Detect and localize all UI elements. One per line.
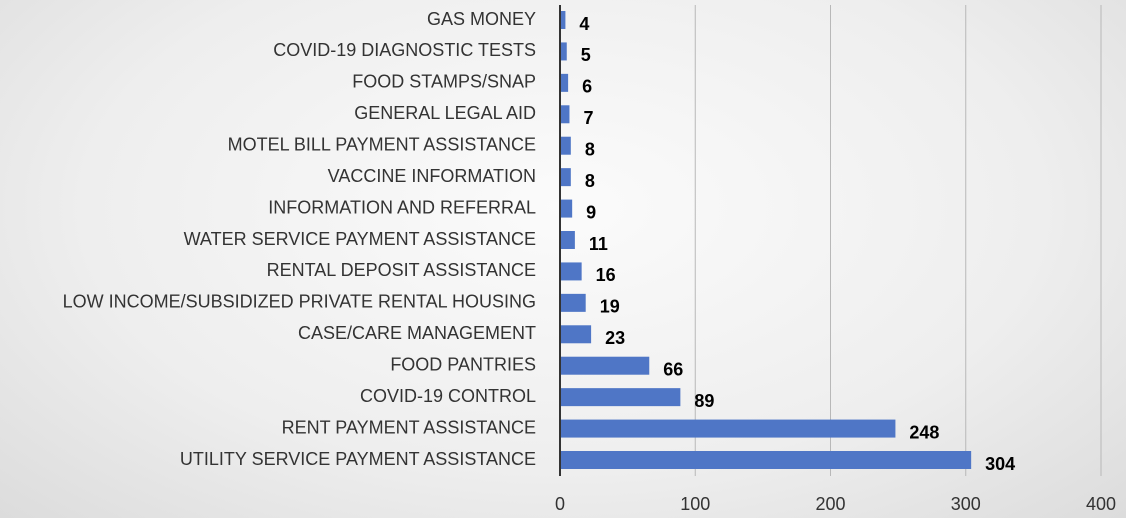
data-label: 8 xyxy=(585,139,595,159)
y-tick-label: CASE/CARE MANAGEMENT xyxy=(298,323,536,343)
y-tick-label: VACCINE INFORMATION xyxy=(328,166,536,186)
y-tick-label: WATER SERVICE PAYMENT ASSISTANCE xyxy=(184,229,536,249)
bar xyxy=(560,199,573,218)
data-label: 5 xyxy=(581,45,591,65)
bar xyxy=(560,293,586,312)
data-label: 16 xyxy=(596,265,616,285)
data-label: 6 xyxy=(582,77,592,97)
bar xyxy=(560,451,972,469)
data-label: 304 xyxy=(985,454,1015,474)
data-label: 8 xyxy=(585,171,595,191)
y-tick-label: UTILITY SERVICE PAYMENT ASSISTANCE xyxy=(180,449,536,469)
bar xyxy=(560,136,571,155)
bar xyxy=(560,419,896,438)
bar xyxy=(560,168,571,187)
data-label: 9 xyxy=(586,202,596,222)
y-tick-label: GENERAL LEGAL AID xyxy=(354,103,536,123)
data-label: 4 xyxy=(579,14,589,34)
y-tick-label: MOTEL BILL PAYMENT ASSISTANCE xyxy=(228,134,536,154)
y-tick-label: GAS MONEY xyxy=(427,9,536,29)
y-tick-label: LOW INCOME/SUBSIDIZED PRIVATE RENTAL HOU… xyxy=(63,292,536,312)
y-tick-label: RENT PAYMENT ASSISTANCE xyxy=(282,417,536,437)
bar xyxy=(560,262,582,281)
y-tick-label: FOOD PANTRIES xyxy=(390,354,536,374)
bar xyxy=(560,388,681,407)
x-tick-label: 200 xyxy=(815,494,845,514)
x-tick-label: 400 xyxy=(1086,494,1116,514)
bar xyxy=(560,11,566,29)
data-label: 19 xyxy=(600,297,620,317)
y-tick-label: INFORMATION AND REFERRAL xyxy=(268,197,536,217)
x-tick-label: 0 xyxy=(555,494,565,514)
bar xyxy=(560,231,575,249)
x-tick-label: 100 xyxy=(680,494,710,514)
x-tick-label: 300 xyxy=(951,494,981,514)
bar xyxy=(560,42,567,61)
data-label: 248 xyxy=(909,422,939,442)
bar xyxy=(560,356,650,375)
bar xyxy=(560,73,569,92)
data-label: 7 xyxy=(583,108,593,128)
data-label: 66 xyxy=(663,359,683,379)
data-label: 89 xyxy=(694,391,714,411)
y-tick-label: FOOD STAMPS/SNAP xyxy=(352,72,536,92)
bar xyxy=(560,105,570,124)
data-label: 23 xyxy=(605,328,625,348)
data-label: 11 xyxy=(589,234,608,254)
bar xyxy=(560,325,592,344)
y-tick-label: COVID-19 DIAGNOSTIC TESTS xyxy=(273,40,536,60)
y-tick-label: COVID-19 CONTROL xyxy=(360,386,536,406)
y-tick-label: RENTAL DEPOSIT ASSISTANCE xyxy=(267,260,536,280)
